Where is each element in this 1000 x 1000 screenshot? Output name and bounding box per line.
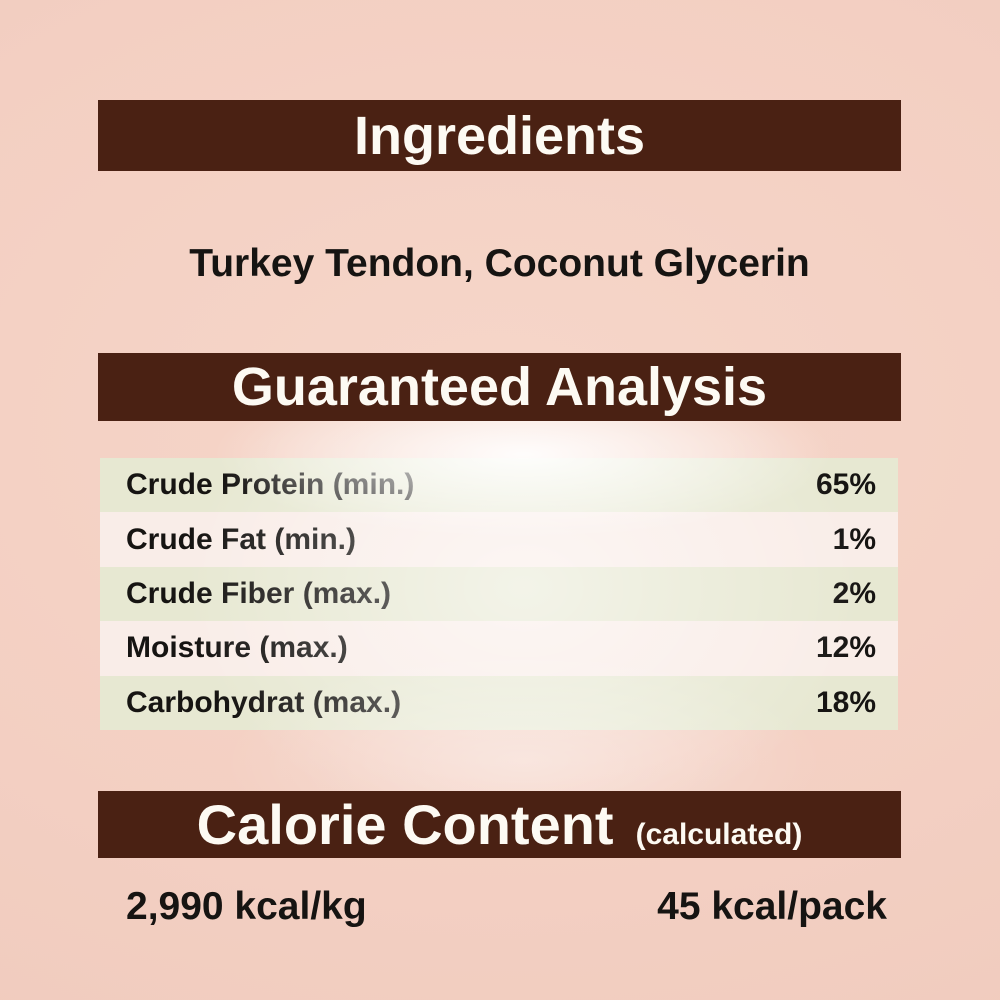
row-label: Crude Protein (min.) xyxy=(126,468,415,502)
row-value: 1% xyxy=(832,522,876,556)
row-value: 65% xyxy=(815,468,876,502)
calories-per-kg: 2,990 kcal/kg xyxy=(126,885,367,928)
ingredients-list-text: Turkey Tendon, Coconut Glycerin xyxy=(189,242,810,285)
calorie-content-subtitle: (calculated) xyxy=(635,818,803,851)
calories-per-pack: 45 kcal/pack xyxy=(657,885,887,928)
ingredients-title: Ingredients xyxy=(353,105,646,166)
guaranteed-analysis-title: Guaranteed Analysis xyxy=(231,357,768,417)
row-value: 18% xyxy=(815,685,876,719)
ingredients-list: Turkey Tendon, Coconut Glycerin xyxy=(98,235,901,293)
calorie-content-title: Calorie Content xyxy=(196,793,614,856)
row-label: Crude Fat (min.) xyxy=(126,522,356,556)
table-row-crude-fat: Crude Fat (min.) 1% xyxy=(100,512,898,567)
row-label: Crude Fiber (max.) xyxy=(126,576,392,610)
calorie-content-header-bar: Calorie Content (calculated) xyxy=(98,791,901,858)
guaranteed-analysis-header-bar: Guaranteed Analysis xyxy=(98,353,901,421)
table-row-crude-protein: Crude Protein (min.) 65% xyxy=(100,458,898,513)
row-label: Carbohydrat (max.) xyxy=(126,685,402,719)
table-row-crude-fiber: Crude Fiber (max.) 2% xyxy=(100,566,898,622)
table-row-moisture: Moisture (max.) 12% xyxy=(100,621,898,676)
row-value: 12% xyxy=(815,631,876,665)
guaranteed-analysis-table: Crude Protein (min.) 65% Crude Fat (min.… xyxy=(100,458,898,730)
calorie-values-row: 2,990 kcal/kg 45 kcal/pack xyxy=(98,885,901,929)
ingredients-header-bar: Ingredients xyxy=(98,100,901,171)
row-label: Moisture (max.) xyxy=(126,631,348,665)
table-row-carbohydrat: Carbohydrat (max.) 18% xyxy=(100,675,898,730)
row-value: 2% xyxy=(832,576,876,610)
